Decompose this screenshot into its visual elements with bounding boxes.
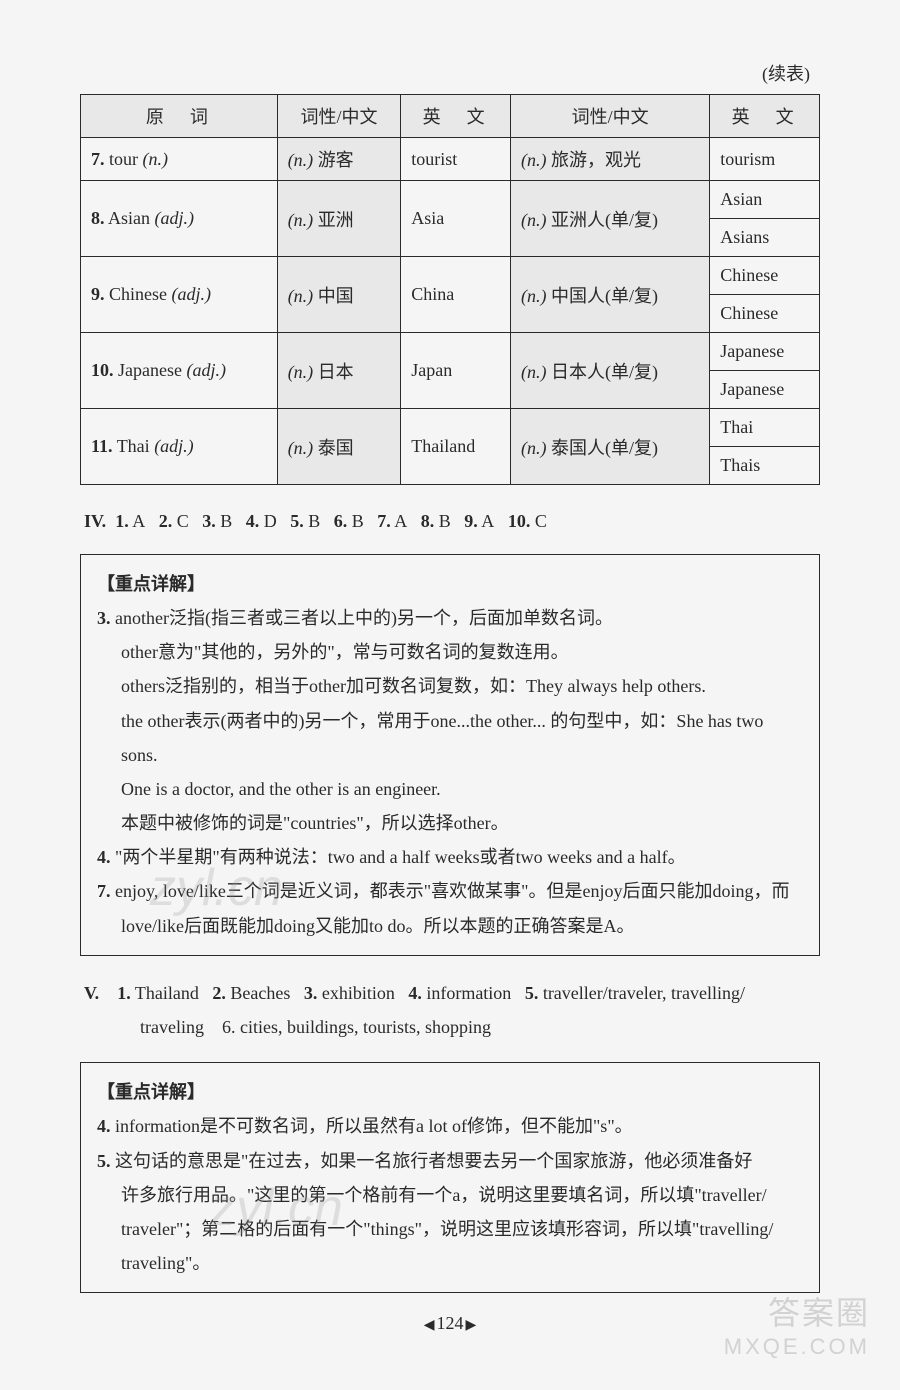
explain-item: others泛指别的，相当于other加可数名词复数，如：They always… (97, 669, 803, 703)
explain-item: traveling"。 (97, 1246, 803, 1280)
explain-title-1: 【重点详解】 (97, 567, 803, 601)
cell-word: 11. Thai (adj.) (81, 409, 278, 485)
cell-en2: Thais (710, 447, 820, 485)
explain-item: 4. information是不可数名词，所以虽然有a lot of修饰，但不能… (97, 1109, 803, 1143)
cell-en2: Chinese (710, 295, 820, 333)
explain-item: traveler"；第二格的后面有一个"things"，说明这里应该填形容词，所… (97, 1212, 803, 1246)
table-body: 7. tour (n.)(n.) 游客tourist(n.) 旅游，观光tour… (81, 138, 820, 485)
item-num: 5. (97, 1151, 111, 1171)
explain-title-2: 【重点详解】 (97, 1075, 803, 1109)
cell-en2: Asian (710, 181, 820, 219)
th-3: 英 文 (401, 95, 511, 138)
item-num: 5. (525, 983, 539, 1003)
cell-pos-cn: (n.) 游客 (277, 138, 401, 181)
page-number: 124 (80, 1313, 820, 1334)
item-num: 4. (97, 847, 111, 867)
table-row: 10. Japanese (adj.)(n.) 日本Japan(n.) 日本人(… (81, 333, 820, 371)
table-row: 11. Thai (adj.)(n.) 泰国Thailand(n.) 泰国人(单… (81, 409, 820, 447)
cell-pos-cn2: (n.) 亚洲人(单/复) (511, 181, 710, 257)
item-text: 这句话的意思是"在过去，如果一名旅行者想要去另一个国家旅游，他必须准备好 (115, 1151, 752, 1171)
explain-item: 3. another泛指(指三者或三者以上中的)另一个，后面加单数名词。 (97, 601, 803, 635)
table-row: 7. tour (n.)(n.) 游客tourist(n.) 旅游，观光tour… (81, 138, 820, 181)
explain-item: other意为"其他的，另外的"，常与可数名词的复数连用。 (97, 635, 803, 669)
cell-pos-cn: (n.) 日本 (277, 333, 401, 409)
section-v-answers: V. 1. Thailand 2. Beaches 3. exhibition … (80, 976, 820, 1044)
explain-box-2: 【重点详解】 4. information是不可数名词，所以虽然有a lot o… (80, 1062, 820, 1293)
explain-box-1: 【重点详解】 3. another泛指(指三者或三者以上中的)另一个，后面加单数… (80, 554, 820, 956)
table-row: 9. Chinese (adj.)(n.) 中国China(n.) 中国人(单/… (81, 257, 820, 295)
item-num: 7. (97, 881, 111, 901)
table-header-row: 原 词 词性/中文 英 文 词性/中文 英 文 (81, 95, 820, 138)
cell-pos-cn2: (n.) 泰国人(单/复) (511, 409, 710, 485)
section-v-line2: traveling 6. cities, buildings, tourists… (84, 1010, 820, 1044)
explain-item: 本题中被修饰的词是"countries"，所以选择other。 (97, 806, 803, 840)
section-v-line1: V. 1. Thailand 2. Beaches 3. exhibition … (84, 976, 820, 1010)
vocab-table: 原 词 词性/中文 英 文 词性/中文 英 文 7. tour (n.)(n.)… (80, 94, 820, 485)
explain-item: the other表示(两者中的)另一个，常用于one...the other.… (97, 704, 803, 772)
cell-pos-cn: (n.) 中国 (277, 257, 401, 333)
cell-en: Asia (401, 181, 511, 257)
iv-answer-list: 1. A 2. C 3. B 4. D 5. B 6. B 7. A 8. B … (115, 511, 547, 531)
section-iv-answers: IV. 1. A 2. C 3. B 4. D 5. B 6. B 7. A 8… (80, 507, 820, 536)
cell-en2: Japanese (710, 333, 820, 371)
explain-item: 5. 这句话的意思是"在过去，如果一名旅行者想要去另一个国家旅游，他必须准备好 (97, 1144, 803, 1178)
th-2: 词性/中文 (277, 95, 401, 138)
th-5: 英 文 (710, 95, 820, 138)
cell-en2: Thai (710, 409, 820, 447)
item-text: exhibition (322, 983, 395, 1003)
item-num: 4. (97, 1116, 111, 1136)
cell-word: 7. tour (n.) (81, 138, 278, 181)
item-text: "两个半星期"有两种说法：two and a half weeks或者two w… (115, 847, 686, 867)
cell-en: Thailand (401, 409, 511, 485)
item-text: another泛指(指三者或三者以上中的)另一个，后面加单数名词。 (115, 608, 613, 628)
item-num: 2. (212, 983, 226, 1003)
item-text: Beaches (230, 983, 290, 1003)
explain-item: 4. "两个半星期"有两种说法：two and a half weeks或者tw… (97, 840, 803, 874)
item-text: traveller/traveler, travelling/ (543, 983, 745, 1003)
item-num: 4. (408, 983, 422, 1003)
explain-item: 许多旅行用品。"这里的第一个格前有一个a，说明这里要填名词，所以填"travel… (97, 1178, 803, 1212)
cell-word: 9. Chinese (adj.) (81, 257, 278, 333)
item-num: 1. (117, 983, 131, 1003)
cell-pos-cn: (n.) 泰国 (277, 409, 401, 485)
cell-en: China (401, 257, 511, 333)
item-text: enjoy, love/like三个词是近义词，都表示"喜欢做某事"。但是enj… (115, 881, 790, 901)
section-iv-label: IV. (84, 511, 106, 531)
table-row: 8. Asian (adj.)(n.) 亚洲Asia(n.) 亚洲人(单/复)A… (81, 181, 820, 219)
cell-word: 10. Japanese (adj.) (81, 333, 278, 409)
item-num: 3. (97, 608, 111, 628)
item-text: information是不可数名词，所以虽然有a lot of修饰，但不能加"s… (115, 1116, 633, 1136)
explain-item: 7. enjoy, love/like三个词是近义词，都表示"喜欢做某事"。但是… (97, 874, 803, 908)
table-head: 原 词 词性/中文 英 文 词性/中文 英 文 (81, 95, 820, 138)
explain-item: One is a doctor, and the other is an eng… (97, 772, 803, 806)
cell-pos-cn: (n.) 亚洲 (277, 181, 401, 257)
cell-pos-cn2: (n.) 日本人(单/复) (511, 333, 710, 409)
cell-en2: Chinese (710, 257, 820, 295)
item-text: information (426, 983, 511, 1003)
item-num: 3. (304, 983, 318, 1003)
cell-en: tourist (401, 138, 511, 181)
section-v-label: V. (84, 983, 99, 1003)
cell-pos-cn2: (n.) 旅游，观光 (511, 138, 710, 181)
cell-pos-cn2: (n.) 中国人(单/复) (511, 257, 710, 333)
th-4: 词性/中文 (511, 95, 710, 138)
cell-en: Japan (401, 333, 511, 409)
item-text: Thailand (135, 983, 199, 1003)
th-1: 原 词 (81, 95, 278, 138)
explain-item: love/like后面既能加doing又能加to do。所以本题的正确答案是A。 (97, 909, 803, 943)
cell-word: 8. Asian (adj.) (81, 181, 278, 257)
continuation-label: (续表) (80, 60, 820, 86)
cell-en2: tourism (710, 138, 820, 181)
cell-en2: Japanese (710, 371, 820, 409)
cell-en2: Asians (710, 219, 820, 257)
stamp-line2: MXQE.COM (724, 1334, 870, 1360)
